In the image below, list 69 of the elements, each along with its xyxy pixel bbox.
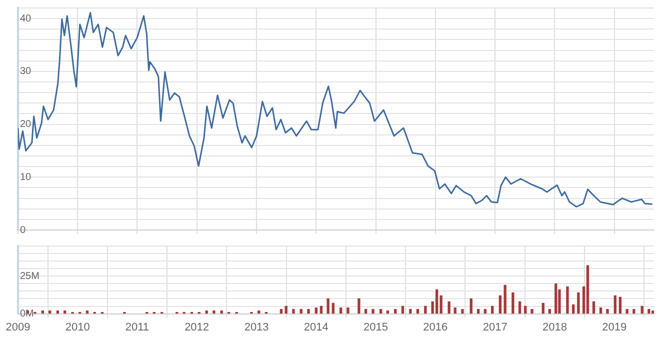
y-tick-label: 20 <box>20 119 32 130</box>
bar <box>554 283 558 314</box>
bar <box>498 295 502 314</box>
bar <box>599 307 602 314</box>
bar <box>448 301 450 314</box>
bar <box>358 298 360 314</box>
bar <box>339 307 342 314</box>
bar <box>614 295 616 314</box>
bar <box>292 308 295 314</box>
bar <box>372 308 374 314</box>
bar <box>284 306 288 314</box>
y-tick-label: 0 <box>20 224 26 236</box>
bar <box>409 308 412 314</box>
bar <box>524 306 527 314</box>
bar <box>548 308 551 314</box>
x-tick-label: 2013 <box>244 321 269 334</box>
bar <box>320 306 323 314</box>
x-tick-label: 2018 <box>542 321 567 334</box>
bar <box>640 306 644 314</box>
bar <box>618 296 622 314</box>
y-tick-label: 30 <box>20 66 32 78</box>
bar <box>332 302 334 314</box>
x-tick-label: 2010 <box>65 321 90 334</box>
bar <box>212 310 216 314</box>
x-tick-label: 2014 <box>304 321 328 334</box>
bar <box>648 308 650 314</box>
bar <box>586 265 590 314</box>
bar <box>379 308 382 314</box>
bar <box>542 302 544 314</box>
x-tick-label: 2011 <box>125 321 150 334</box>
bar <box>326 298 330 314</box>
bar <box>626 308 628 314</box>
bar <box>530 308 534 314</box>
bar <box>394 308 397 314</box>
bar <box>491 306 494 314</box>
y-tick-label: 40 <box>20 13 32 24</box>
x-tick-label: 2019 <box>602 321 627 334</box>
bar <box>566 286 569 314</box>
bar <box>461 308 464 314</box>
x-tick-label: 2009 <box>6 321 30 334</box>
bar <box>572 304 575 314</box>
bar <box>454 307 456 314</box>
bar <box>476 308 480 314</box>
y-tick-label: 25M <box>20 270 40 282</box>
bar <box>280 308 283 314</box>
bar <box>424 306 427 314</box>
bar <box>632 308 636 314</box>
x-tick-label: 2016 <box>423 321 448 334</box>
bar <box>606 308 609 314</box>
bar <box>592 301 596 314</box>
bar <box>314 307 318 314</box>
bar <box>364 308 368 314</box>
bar <box>416 308 420 314</box>
y-tick-label: 10 <box>20 172 32 183</box>
bar <box>470 298 472 314</box>
x-tick-label: 2012 <box>184 321 210 334</box>
bar <box>300 308 302 314</box>
bar <box>484 308 486 314</box>
bar <box>346 307 350 314</box>
bar <box>436 289 438 314</box>
x-tick-label: 2015 <box>364 321 388 334</box>
bar <box>577 292 580 314</box>
bar <box>504 284 506 314</box>
x-tick-label: 2017 <box>482 321 508 334</box>
bar <box>512 292 514 314</box>
bar <box>401 306 404 314</box>
bar <box>652 310 654 314</box>
bar <box>518 301 522 314</box>
bar <box>307 308 310 314</box>
